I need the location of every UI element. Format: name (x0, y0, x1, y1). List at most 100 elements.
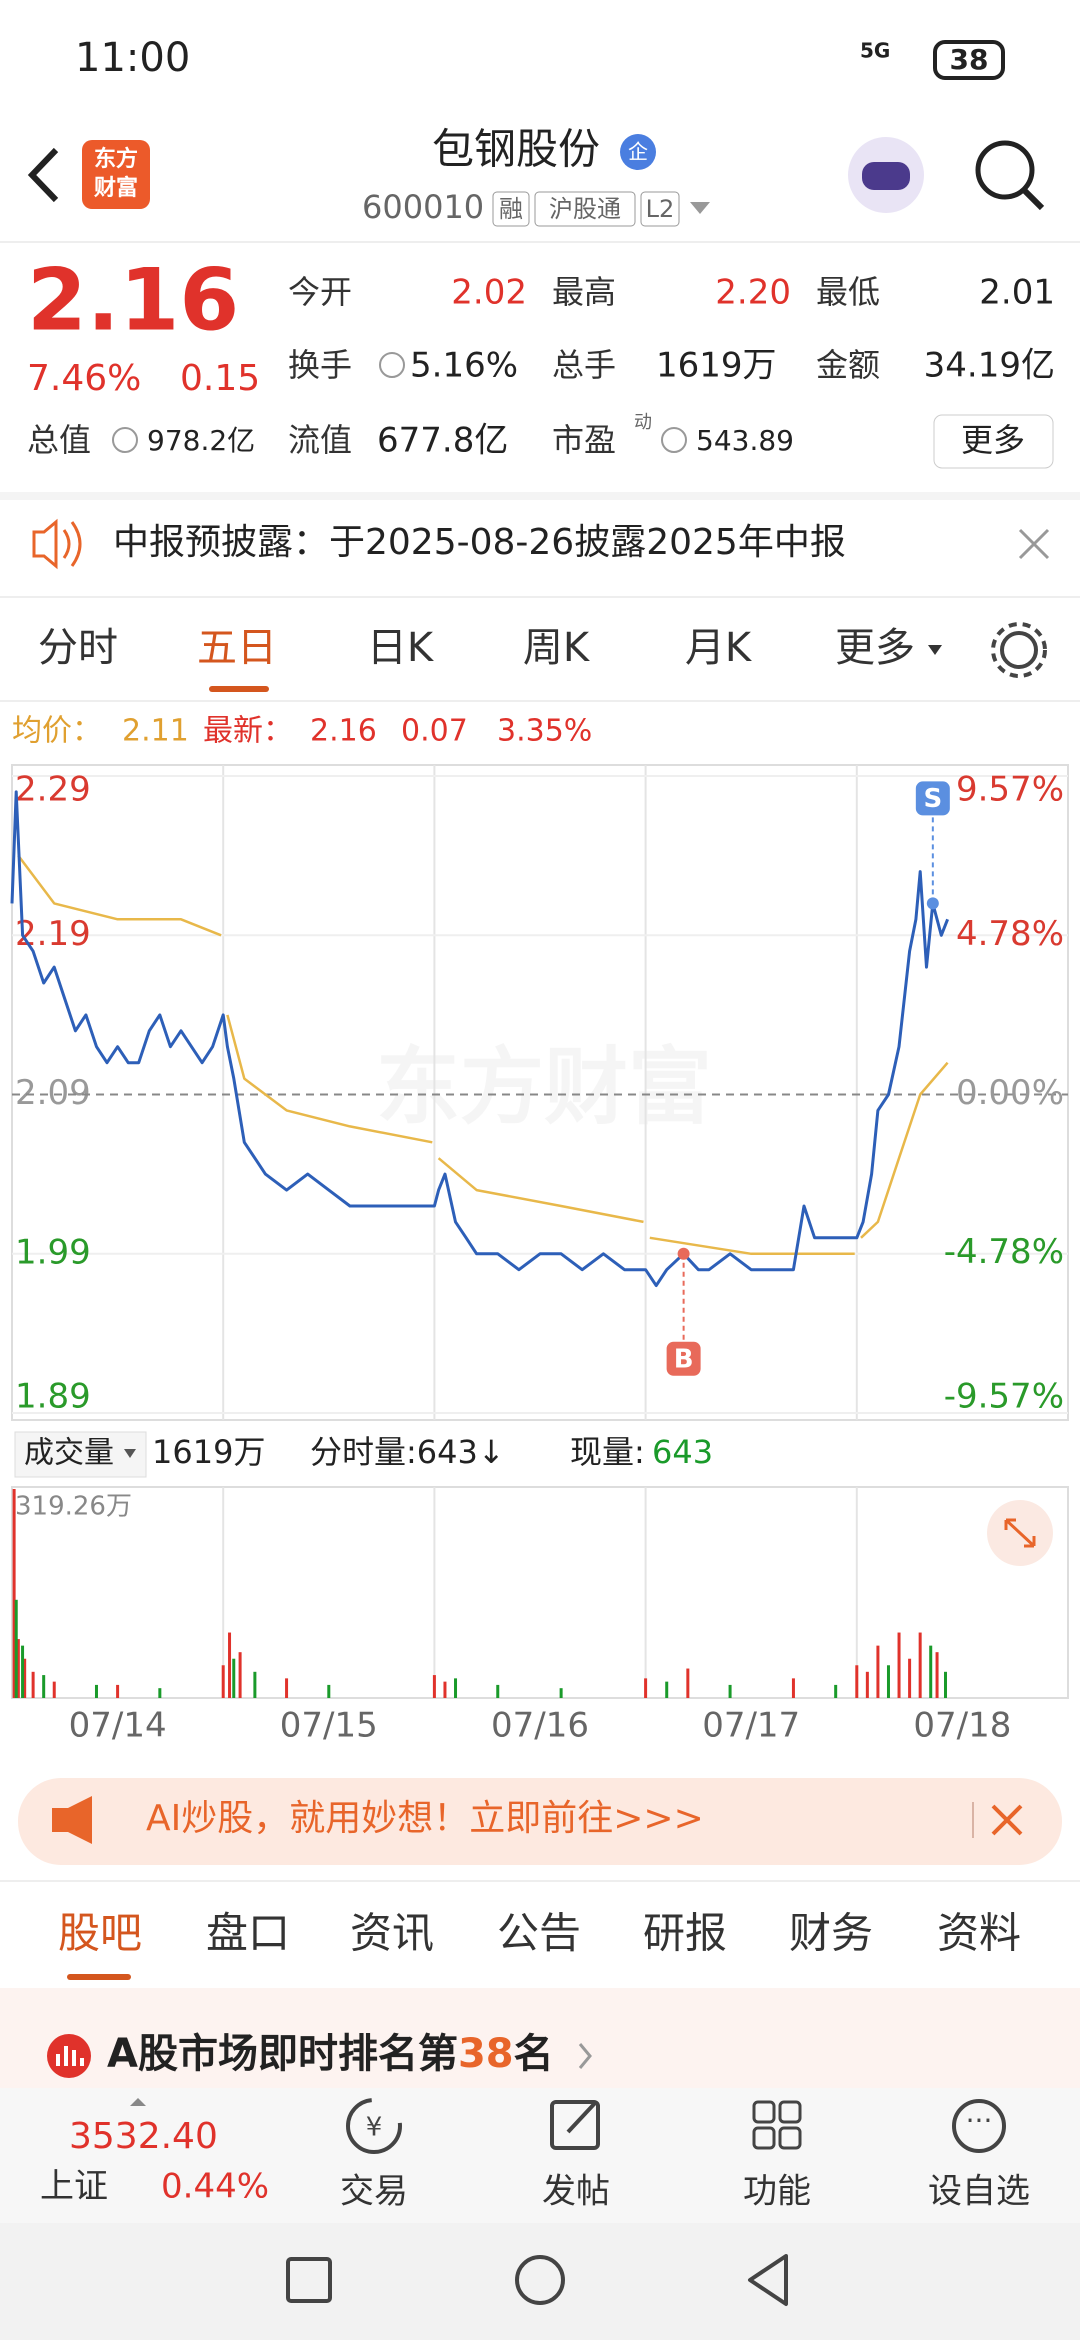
settings-button[interactable] (1000, 631, 1038, 669)
volume-bar (327, 1684, 331, 1698)
nav-item[interactable]: 交易 (340, 2172, 408, 2212)
change: 0.15 (180, 358, 260, 399)
y2-tick-label: -9.57% (944, 1377, 1064, 1417)
volume-bar (834, 1684, 838, 1698)
volume-bar (855, 1665, 859, 1698)
more-button[interactable] (933, 414, 1054, 469)
y2-tick-label: 0.00% (956, 1073, 1064, 1113)
x-tick-label: 07/18 (913, 1706, 1011, 1746)
search-button[interactable] (975, 140, 1035, 200)
notice-text[interactable]: 中报预披露：于2025-08-26披露2025年中报 (113, 522, 846, 563)
tab[interactable]: 分时 (38, 625, 118, 671)
stock-code: 600010 (362, 188, 484, 226)
expand-icon (1004, 1518, 1036, 1548)
subtab[interactable]: 资讯 (350, 1909, 434, 1958)
index-name[interactable]: 上证 (40, 2167, 108, 2207)
func-icon (778, 2100, 802, 2124)
recents-button[interactable] (286, 2257, 332, 2303)
volume-bar (935, 1652, 939, 1698)
rank-number: 38 (458, 2031, 514, 2077)
index-value[interactable]: 3532.40 (69, 2116, 218, 2157)
subtab[interactable]: 公告 (497, 1909, 581, 1958)
value: 978.2亿 (147, 424, 255, 457)
rank-bar[interactable] (0, 1988, 1080, 2088)
back-button[interactable] (27, 147, 59, 203)
x-tick-label: 07/15 (280, 1706, 378, 1746)
tab-arrow (928, 645, 942, 655)
volume-bar (31, 1671, 35, 1698)
volume-bar (908, 1658, 912, 1698)
trade-icon (346, 2098, 402, 2154)
subtab[interactable]: 盘口 (206, 1909, 290, 1958)
tag (492, 191, 530, 227)
tab[interactable]: 日K (367, 625, 435, 671)
rank-chevron (578, 2043, 592, 2069)
app-logo[interactable] (82, 140, 150, 209)
nav-item[interactable]: 发帖 (542, 2172, 610, 2212)
close-banner[interactable] (991, 1804, 1023, 1836)
volume-selector[interactable] (14, 1431, 147, 1478)
rank-text: A股市场即时排名第38名 (107, 2031, 554, 2077)
tab-active[interactable]: 五日 (197, 625, 277, 671)
info-icon[interactable] (112, 427, 138, 453)
volume-selector-text: 成交量 (24, 1436, 114, 1471)
label: 换手 (288, 346, 352, 384)
avg-value: 2.11 (122, 714, 189, 749)
index-arrow (130, 2098, 146, 2106)
label: 流值 (288, 421, 352, 459)
volume-bar (559, 1688, 563, 1698)
back-nav-button[interactable] (748, 2254, 788, 2306)
volume-bar (644, 1678, 648, 1698)
volume-bar (16, 1639, 20, 1698)
tab[interactable]: 更多 (835, 625, 915, 671)
price-line (10, 790, 949, 1288)
volume-bar (686, 1668, 690, 1698)
volume-bar (944, 1671, 948, 1698)
volume-total: 1619万 (152, 1433, 265, 1471)
tab[interactable]: 周K (523, 625, 591, 671)
volume-bar (232, 1658, 236, 1698)
ai-banner[interactable] (18, 1778, 1062, 1865)
volume-bar (728, 1684, 732, 1698)
volume-bar (886, 1665, 890, 1698)
info-icon[interactable] (661, 427, 687, 453)
price: 2.16 (27, 250, 239, 350)
settings-gear (991, 622, 1047, 678)
tick-volume: 分时量:643↓ (310, 1433, 505, 1471)
subtab[interactable]: 财务 (789, 1909, 873, 1958)
value: 5.16% (410, 346, 518, 386)
subtab-active[interactable]: 股吧 (58, 1909, 142, 1958)
latest-change: 0.07 (401, 714, 468, 749)
current-label: 现量: (570, 1433, 645, 1471)
price-chart: 2.29 2.19 2.09 1.99 1.89 9.57% 4.78% 0.00% -4.78… (10, 765, 1068, 1420)
more-text: 更多 (961, 421, 1025, 459)
tab[interactable]: 月K (685, 625, 753, 671)
volume-bar (158, 1688, 162, 1698)
badge (620, 134, 656, 170)
value: 2.01 (979, 273, 1055, 313)
volume-bar (228, 1632, 232, 1698)
nav-item[interactable]: 设自选 (928, 2172, 1030, 2212)
subtab[interactable]: 研报 (643, 1909, 727, 1958)
volume-bar (23, 1658, 27, 1698)
volume-bar (897, 1632, 901, 1698)
func-icon (752, 2126, 776, 2150)
avg-line (17, 854, 949, 1256)
dropdown-arrow[interactable] (690, 202, 710, 214)
banner-text: AI炒股，就用妙想！立即前往>>> (146, 1798, 704, 1839)
label: 市盈 (552, 421, 616, 459)
info-icon[interactable] (379, 352, 405, 378)
value: 677.8亿 (377, 421, 508, 461)
home-button[interactable] (515, 2255, 565, 2305)
y-tick-label: 2.19 (15, 914, 91, 954)
divider (0, 1880, 1080, 1882)
volume-bar (791, 1678, 795, 1698)
volume-bar (496, 1684, 500, 1698)
index-change[interactable]: 0.44% (161, 2167, 269, 2207)
subtab[interactable]: 资料 (937, 1909, 1021, 1958)
label: 金额 (816, 346, 880, 384)
close-notice[interactable] (1018, 528, 1050, 560)
nav-item[interactable]: 功能 (743, 2172, 811, 2212)
